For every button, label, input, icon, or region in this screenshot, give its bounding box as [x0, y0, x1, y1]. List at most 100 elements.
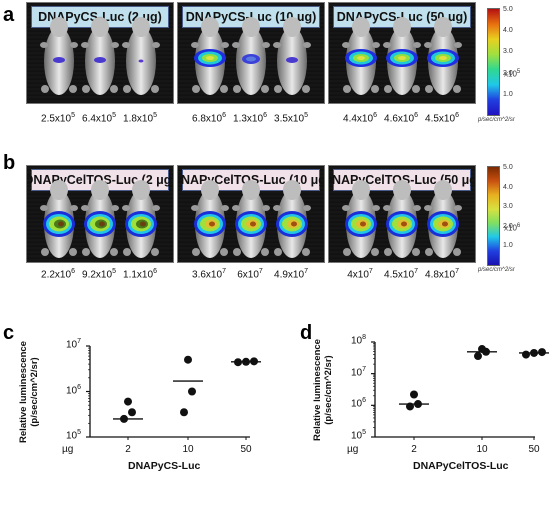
luminescence-value: 1.1x106 [116, 268, 164, 280]
colorbar-tick: 2.0 [503, 222, 513, 230]
y-tick-label: 107 [66, 338, 81, 350]
mice-image [191, 17, 311, 95]
value-base: 6.4x10 [82, 113, 113, 125]
y-tick-label: 105 [66, 429, 81, 441]
luminescence-value: 6x107 [226, 268, 274, 280]
y-tick-label: 107 [351, 366, 366, 378]
value-exponent: 5 [153, 112, 157, 119]
colorbar [487, 8, 500, 116]
colorbar-tick: 4.0 [503, 183, 513, 191]
luminescence-value: 6.8x106 [185, 112, 233, 124]
signal-inner [246, 56, 256, 62]
data-point [188, 387, 196, 396]
value-exponent: 6 [455, 112, 459, 119]
luminescence-value: 4x107 [336, 268, 384, 280]
data-point [124, 397, 132, 406]
panel-letter-c: c [3, 322, 15, 344]
data-point [474, 352, 482, 361]
signal-peak [140, 221, 146, 227]
x-tick-label: 10 [182, 444, 194, 455]
y-tick-base: 10 [351, 398, 363, 410]
value-base: 4.5x10 [425, 113, 456, 125]
y-tick-base: 10 [66, 384, 78, 396]
value-base: 6.8x10 [192, 113, 223, 125]
luminescence-value: 4.6x106 [377, 112, 425, 124]
data-point [180, 408, 188, 417]
signal-peak [360, 221, 366, 227]
imaging-panel: DNAPyCS-Luc (2 μg) [26, 2, 174, 104]
colorbar-exponent: x105 [504, 69, 520, 79]
colorbar-tick: 1.0 [503, 90, 513, 98]
signal-spot [53, 57, 65, 63]
value-base: 2.2x10 [41, 269, 72, 281]
signal-core [439, 56, 447, 60]
mice-image [342, 17, 462, 95]
colorbar-tick: 5.0 [503, 6, 513, 13]
mouse [273, 180, 311, 258]
luminescence-value: 9.2x105 [75, 268, 123, 280]
x-tick-label: 50 [528, 444, 540, 455]
y-tick-base: 10 [66, 430, 78, 442]
luminescence-value: 4.8x107 [418, 268, 466, 280]
x-unit-prefix: µg [62, 444, 74, 455]
panel-letter-a: a [3, 4, 15, 26]
colorbar-exponent: x106 [504, 223, 520, 233]
mouse [383, 180, 421, 258]
panel-letter-b: b [3, 152, 16, 174]
value-base: 3.6x10 [192, 269, 223, 281]
luminescence-value: 3.6x107 [185, 268, 233, 280]
signal-spot [94, 57, 106, 63]
signal-core [357, 56, 365, 60]
x-tick-label: 50 [240, 444, 252, 455]
imaging-panel: DNAPyCS-Luc (10 μg) [177, 2, 325, 104]
y-tick-base: 10 [66, 339, 78, 351]
y-tick-label: 106 [351, 397, 366, 409]
value-exponent: 7 [222, 268, 226, 275]
value-exponent: 6 [263, 112, 267, 119]
mice-image [191, 180, 311, 258]
y-axis-label: Relative luminescence (p/sec/cm^2/sr) [312, 338, 334, 441]
mouse [424, 180, 462, 258]
value-base: 2.5x10 [41, 113, 72, 125]
colorbar-unit: p/sec/cm^2/sr [478, 117, 515, 123]
mouse [81, 17, 119, 95]
value-base: 4x10 [347, 269, 369, 281]
mouse [191, 180, 229, 258]
colorbar [487, 166, 500, 266]
mouse [81, 180, 119, 258]
mouse [342, 180, 380, 258]
panel-letter-d: d [300, 322, 313, 344]
value-base: 4.4x10 [343, 113, 374, 125]
signal-peak [250, 221, 256, 227]
imaging-panel: DNAPyCS-Luc (50 μg) [328, 2, 476, 104]
colorbar-exponent-base: x10 [504, 223, 517, 233]
imaging-panel: DNAPyCelTOS-Luc (2 μg) [26, 165, 174, 263]
colorbar-tick: 1.0 [503, 242, 513, 250]
signal-peak [291, 221, 297, 227]
signal-spot [138, 59, 144, 63]
value-exponent: 7 [455, 268, 459, 275]
value-exponent: 6 [414, 112, 418, 119]
value-exponent: 6 [222, 112, 226, 119]
luminescence-value: 6.4x105 [75, 112, 123, 124]
value-exponent: 7 [368, 268, 373, 275]
y-tick-exp: 7 [362, 365, 367, 373]
imaging-panel: DNAPyCelTOS-Luc (50 μg) [328, 165, 476, 263]
value-exponent: 6 [373, 112, 377, 119]
y-tick-exp: 6 [77, 383, 82, 391]
x-tick-label: 10 [476, 444, 488, 455]
x-axis-label: DNAPyCS-Luc [128, 460, 201, 472]
mouse [40, 17, 78, 95]
y-tick-exp: 5 [77, 429, 82, 436]
colorbar-exponent-power: 5 [516, 69, 521, 76]
y-tick-label: 108 [351, 334, 366, 346]
x-unit-prefix: µg [347, 444, 359, 455]
x-tick-label: 2 [125, 444, 131, 455]
value-exponent: 7 [304, 268, 308, 275]
value-base: 4.5x10 [384, 269, 415, 281]
colorbar-tick: 5.0 [503, 164, 513, 171]
luminescence-value: 1.8x105 [116, 112, 164, 124]
data-point [410, 390, 418, 399]
value-exponent: 5 [112, 112, 116, 119]
data-point [538, 348, 546, 357]
